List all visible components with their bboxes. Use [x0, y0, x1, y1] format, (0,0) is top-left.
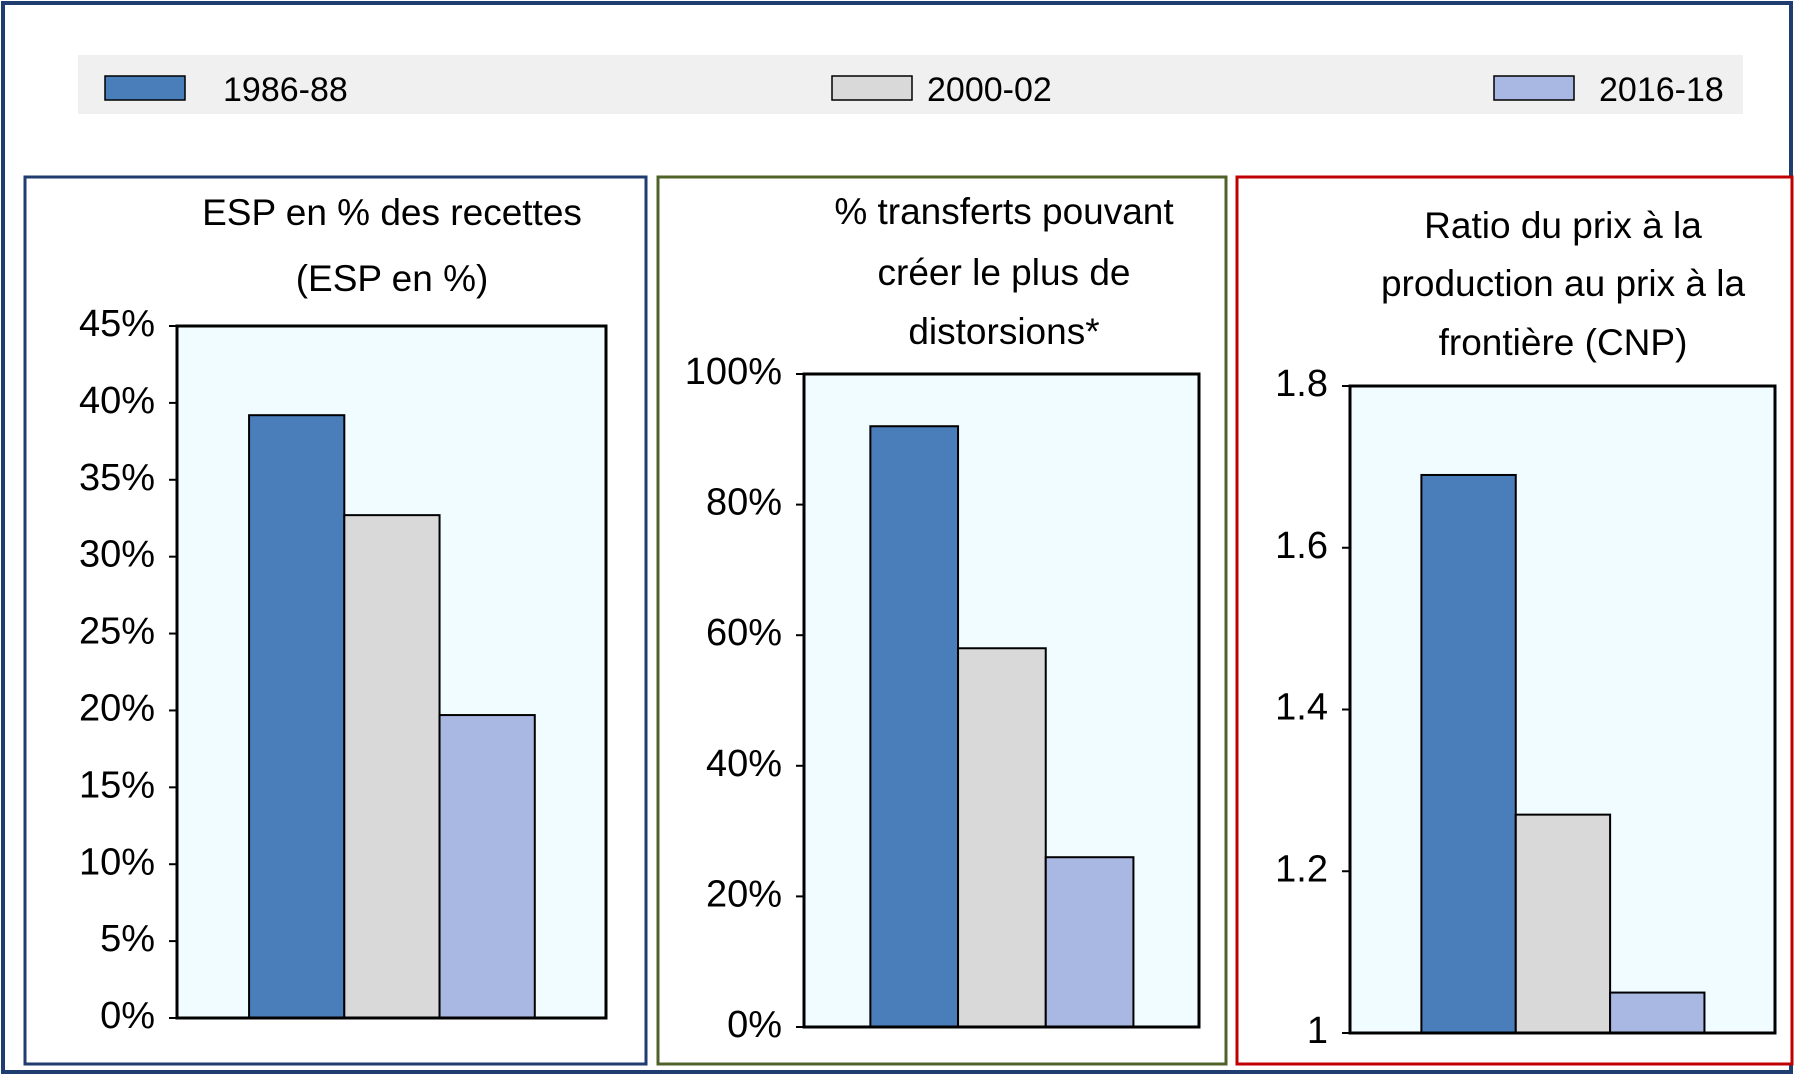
y-tick-label: 35%	[79, 457, 155, 499]
y-tick-label: 5%	[100, 918, 155, 960]
y-tick-label: 0%	[100, 995, 155, 1037]
legend-swatch	[831, 75, 913, 101]
legend-label: 2016-18	[1599, 71, 1724, 109]
y-tick-label: 10%	[79, 841, 155, 883]
y-tick-label: 80%	[706, 482, 782, 524]
legend-swatch	[104, 75, 186, 101]
plot-border	[1348, 384, 1777, 1035]
legend-label: 2000-02	[927, 71, 1052, 109]
y-tick-label: 15%	[79, 764, 155, 806]
y-tick-label: 100%	[685, 351, 782, 393]
chart-title: créer le plus de	[878, 252, 1131, 293]
y-tick-label: 1.4	[1275, 687, 1328, 729]
y-tick-label: 40%	[79, 380, 155, 422]
y-tick-label: 1.2	[1275, 848, 1328, 890]
legend-swatch	[1493, 75, 1575, 101]
bar	[1420, 473, 1517, 1034]
bar	[438, 714, 536, 1020]
y-tick-label: 1.6	[1275, 525, 1328, 567]
bar	[1044, 856, 1135, 1028]
plot-border	[175, 324, 608, 1020]
chart-title: distorsions*	[908, 311, 1099, 352]
bar	[1609, 991, 1706, 1034]
plot-border	[802, 372, 1201, 1029]
bar	[248, 414, 346, 1019]
chart-title: frontière (CNP)	[1439, 322, 1688, 363]
y-tick-label: 60%	[706, 612, 782, 654]
legend-label: 1986-88	[223, 71, 348, 109]
bar	[343, 514, 441, 1019]
bar	[1514, 813, 1612, 1035]
bar	[869, 425, 960, 1028]
y-tick-label: 40%	[706, 743, 782, 785]
bar	[957, 647, 1047, 1028]
y-tick-label: 45%	[79, 303, 155, 345]
y-tick-label: 1	[1307, 1010, 1328, 1052]
y-tick-label: 0%	[727, 1004, 782, 1046]
y-tick-label: 20%	[79, 687, 155, 729]
y-tick-label: 25%	[79, 611, 155, 653]
chart-title: ESP en % des recettes	[202, 192, 582, 233]
chart-title: Ratio du prix à la	[1424, 205, 1702, 246]
y-tick-label: 1.8	[1275, 363, 1328, 405]
chart-title: % transferts pouvant	[834, 191, 1174, 232]
chart-title: (ESP en %)	[296, 258, 489, 299]
y-tick-label: 20%	[706, 873, 782, 915]
chart-title: production au prix à la	[1381, 263, 1745, 304]
y-tick-label: 30%	[79, 534, 155, 576]
